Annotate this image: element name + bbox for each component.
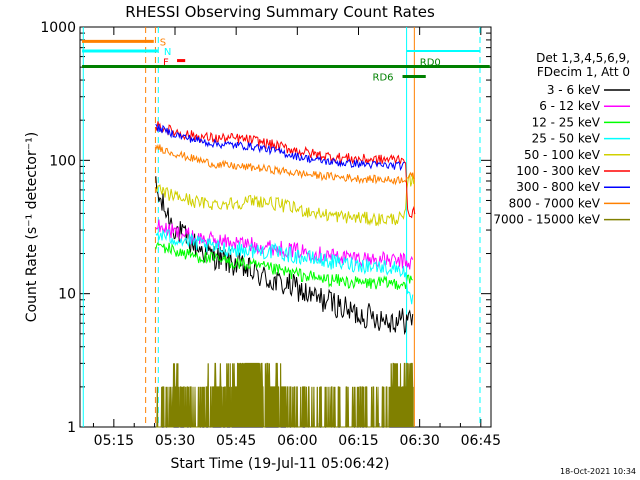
y-tick-label: 100 — [49, 153, 76, 169]
legend-header-line-2: FDecim 1, Att 0 — [537, 65, 630, 79]
series-trace — [155, 143, 415, 186]
x-tick-label: 06:30 — [399, 433, 439, 449]
series-4 — [155, 229, 414, 305]
chart-title: RHESSI Observing Summary Count Rates — [125, 3, 435, 21]
render-timestamp: 18-Oct-2021 10:34 — [560, 467, 636, 476]
x-tick-label: 05:15 — [94, 433, 134, 449]
plot-frame — [79, 26, 492, 428]
legend-label: 800 - 7000 keV — [509, 196, 601, 210]
y-tick-label: 1000 — [40, 20, 76, 36]
flag-label: F — [163, 58, 169, 69]
legend-label: 300 - 800 keV — [516, 180, 600, 194]
flag-label: S — [160, 37, 166, 48]
flag-label: RD6 — [373, 73, 394, 84]
series-8 — [155, 143, 415, 186]
x-axis-label: Start Time (19-Jul-11 05:06:42) — [170, 456, 389, 472]
series-5 — [155, 172, 415, 227]
series-trace — [155, 172, 415, 227]
legend-label: 50 - 100 keV — [524, 148, 601, 162]
legend-header-line-1: Det 1,3,4,5,6,9, — [536, 51, 630, 65]
legend-label: 12 - 25 keV — [532, 115, 601, 129]
legend-label: 100 - 300 keV — [516, 164, 600, 178]
legend-label: 25 - 50 keV — [532, 132, 601, 146]
x-tick-label: 06:15 — [338, 433, 378, 449]
series-1 — [155, 176, 414, 336]
vertical-markers — [82, 27, 481, 427]
legend: 3 - 6 keV 6 - 12 keV 12 - 25 keV 25 - 50 ke… — [493, 83, 630, 227]
y-tick-label: 1 — [67, 420, 76, 436]
x-tick-label: 06:45 — [461, 433, 501, 449]
series-layer — [155, 121, 416, 428]
x-tick-label: 05:45 — [216, 433, 256, 449]
x-tick-label: 06:00 — [277, 433, 317, 449]
flag-label: RD0 — [420, 58, 441, 69]
y-axis-label: Count Rate (s⁻¹ detector⁻¹) — [24, 132, 40, 322]
series-trace — [155, 176, 414, 336]
legend-label: 6 - 12 keV — [539, 99, 601, 113]
x-tick-label: 05:30 — [155, 433, 195, 449]
series-envelope — [155, 362, 414, 428]
series-trace — [155, 229, 414, 305]
y-tick-label: 10 — [58, 287, 76, 303]
series-trace — [155, 123, 405, 172]
flag-label: N — [164, 47, 171, 58]
series-9 — [155, 362, 414, 428]
series-trace — [155, 241, 413, 290]
legend-label: 7000 - 15000 keV — [493, 213, 600, 227]
legend-label: 3 - 6 keV — [547, 83, 601, 97]
series-3 — [155, 241, 413, 290]
axis-ticks: 05:15 05:30 05:45 06:00 06:15 06:30 06:45 1 10 10… — [40, 20, 501, 449]
attenuator-flags: SNF RD0 RD6 — [82, 37, 490, 84]
series-7 — [155, 123, 405, 172]
